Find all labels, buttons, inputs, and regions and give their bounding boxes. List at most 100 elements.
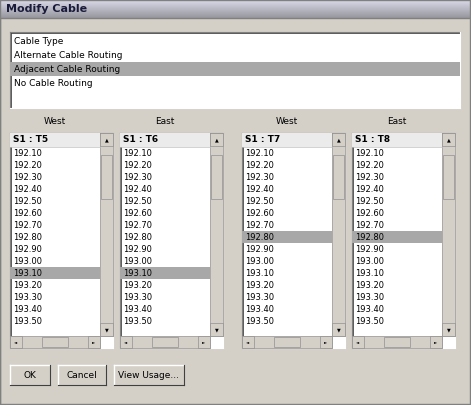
- Text: S1 : T6: S1 : T6: [123, 136, 158, 145]
- Text: West: West: [44, 117, 66, 126]
- Text: 192.40: 192.40: [245, 185, 274, 194]
- Bar: [442, 323, 455, 336]
- Text: ►: ►: [203, 340, 205, 344]
- Bar: [384, 337, 410, 347]
- Text: ▲: ▲: [447, 137, 450, 142]
- Bar: [0, 15, 471, 16]
- Bar: [10, 336, 100, 348]
- Text: ▼: ▼: [337, 327, 341, 332]
- Text: ►: ►: [92, 340, 96, 344]
- Text: ◄: ◄: [15, 340, 17, 344]
- Text: 192.70: 192.70: [245, 220, 274, 230]
- Text: ◄: ◄: [246, 340, 250, 344]
- Text: ▼: ▼: [105, 327, 108, 332]
- Text: 193.40: 193.40: [123, 305, 152, 313]
- Text: 192.30: 192.30: [123, 173, 152, 181]
- Bar: [0, 6, 471, 7]
- Text: 192.80: 192.80: [245, 232, 274, 241]
- Text: Alternate Cable Routing: Alternate Cable Routing: [14, 51, 122, 60]
- Text: 192.80: 192.80: [123, 232, 152, 241]
- Bar: [0, 2, 471, 4]
- Text: 192.70: 192.70: [355, 220, 384, 230]
- Text: 193.40: 193.40: [245, 305, 274, 313]
- Text: 193.20: 193.20: [355, 281, 384, 290]
- Bar: [0, 3, 471, 4]
- Bar: [210, 133, 223, 146]
- Text: 192.50: 192.50: [355, 196, 384, 205]
- Bar: [274, 337, 300, 347]
- Text: 193.30: 193.30: [245, 292, 274, 301]
- Bar: [120, 336, 210, 348]
- Bar: [443, 155, 454, 199]
- Bar: [10, 336, 22, 348]
- Text: 193.30: 193.30: [355, 292, 384, 301]
- Text: West: West: [276, 117, 298, 126]
- Text: 192.30: 192.30: [245, 173, 274, 181]
- Bar: [0, 5, 471, 6]
- Bar: [0, 6, 471, 8]
- Text: Modify Cable: Modify Cable: [6, 4, 87, 14]
- Text: 193.30: 193.30: [123, 292, 152, 301]
- Bar: [0, 8, 471, 9]
- Bar: [430, 336, 442, 348]
- Text: 193.10: 193.10: [355, 269, 384, 277]
- Bar: [0, 18, 471, 20]
- Text: 192.80: 192.80: [13, 232, 42, 241]
- Bar: [0, 17, 471, 18]
- Text: 192.40: 192.40: [13, 185, 42, 194]
- Text: ►: ►: [325, 340, 327, 344]
- Bar: [442, 133, 455, 336]
- Text: East: East: [387, 117, 406, 126]
- Bar: [58, 365, 106, 385]
- Text: 193.20: 193.20: [123, 281, 152, 290]
- Bar: [352, 133, 455, 348]
- Bar: [242, 231, 332, 243]
- Bar: [210, 133, 223, 336]
- Text: 192.90: 192.90: [245, 245, 274, 254]
- Bar: [10, 365, 50, 385]
- Bar: [114, 365, 184, 385]
- Bar: [242, 336, 254, 348]
- Bar: [100, 133, 113, 336]
- Text: 193.40: 193.40: [13, 305, 42, 313]
- Text: S1 : T7: S1 : T7: [245, 136, 280, 145]
- Text: ►: ►: [434, 340, 438, 344]
- Bar: [333, 155, 344, 199]
- Bar: [0, 14, 471, 15]
- Bar: [0, 12, 471, 14]
- Text: 192.60: 192.60: [123, 209, 152, 217]
- Bar: [0, 10, 471, 12]
- Text: 193.00: 193.00: [123, 256, 152, 266]
- Bar: [10, 133, 100, 147]
- Text: ▲: ▲: [337, 137, 341, 142]
- Text: 192.90: 192.90: [123, 245, 152, 254]
- Text: 192.80: 192.80: [355, 232, 384, 241]
- Bar: [0, 1, 471, 2]
- Text: 192.10: 192.10: [355, 149, 384, 158]
- Text: 192.40: 192.40: [355, 185, 384, 194]
- Text: 193.20: 193.20: [245, 281, 274, 290]
- Bar: [332, 133, 345, 336]
- Bar: [152, 337, 178, 347]
- Bar: [0, 0, 471, 1]
- Text: Cable Type: Cable Type: [14, 36, 64, 45]
- Bar: [352, 336, 442, 348]
- Text: 193.10: 193.10: [123, 269, 152, 277]
- Text: 192.20: 192.20: [355, 160, 384, 170]
- Bar: [100, 133, 113, 146]
- Text: 192.40: 192.40: [123, 185, 152, 194]
- Text: 192.20: 192.20: [123, 160, 152, 170]
- Bar: [0, 8, 471, 10]
- Text: 192.90: 192.90: [355, 245, 384, 254]
- Text: No Cable Routing: No Cable Routing: [14, 79, 93, 87]
- Bar: [120, 133, 210, 147]
- Text: 192.60: 192.60: [13, 209, 42, 217]
- Bar: [242, 133, 332, 147]
- Bar: [120, 267, 210, 279]
- Text: ▲: ▲: [105, 137, 108, 142]
- Text: 192.70: 192.70: [123, 220, 152, 230]
- Text: 192.20: 192.20: [13, 160, 42, 170]
- Text: 192.90: 192.90: [13, 245, 42, 254]
- Bar: [0, 4, 471, 5]
- Text: 193.00: 193.00: [245, 256, 274, 266]
